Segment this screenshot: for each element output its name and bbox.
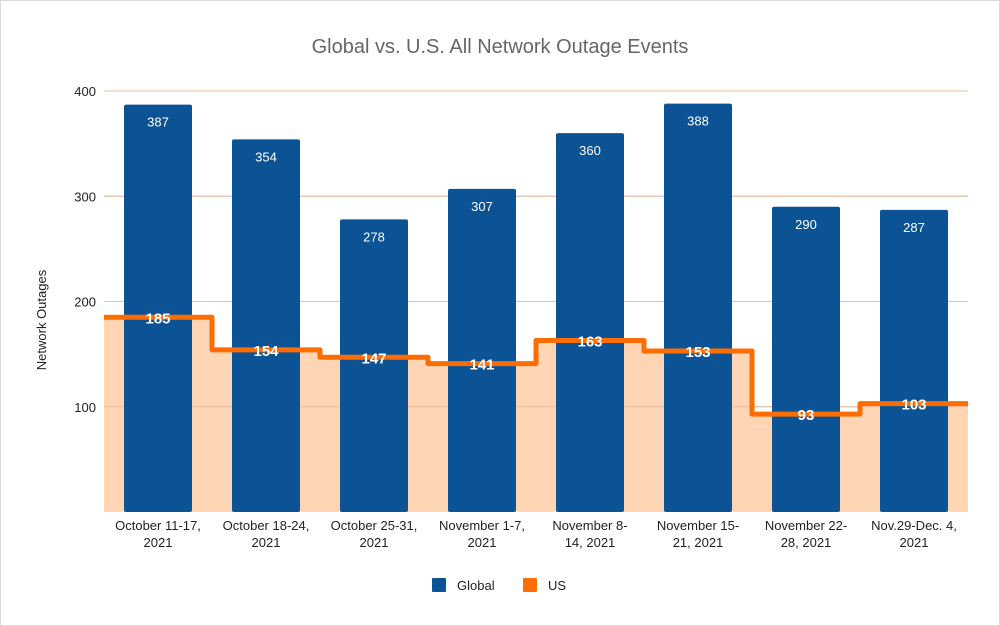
line-value-label: 93: [798, 407, 815, 424]
chart-title: Global vs. U.S. All Network Outage Event…: [312, 36, 689, 58]
x-category-label: November 1-7, 2021: [439, 518, 525, 550]
x-category-label-line: October 25-31,: [331, 518, 418, 533]
bar-value-label: 387: [147, 115, 169, 130]
bar-global: [556, 133, 624, 512]
y-ticks: 100 200 300 400: [74, 84, 96, 415]
x-category-label: November 15- 21, 2021: [657, 518, 739, 550]
legend-label-global: Global: [457, 578, 495, 593]
x-category-label-line: 2021: [900, 535, 929, 550]
y-tick-label: 300: [74, 189, 96, 204]
x-category-label-line: 28, 2021: [781, 535, 832, 550]
x-category-label: Nov.29-Dec. 4, 2021: [871, 518, 957, 550]
line-value-label: 103: [901, 397, 926, 414]
x-category-label-line: 2021: [144, 535, 173, 550]
x-category-label-line: 2021: [468, 535, 497, 550]
bar-value-label: 290: [795, 217, 817, 232]
x-category-label-line: November 8-: [552, 518, 627, 533]
bar-value-label: 278: [363, 229, 385, 244]
x-category-label-line: 2021: [360, 535, 389, 550]
bar-global: [124, 104, 192, 513]
x-category-label-line: November 22-: [765, 518, 847, 533]
line-value-label: 185: [145, 310, 170, 327]
data-labels: 387 354 278 307 360 388 290 287 185 154 147 141 163 1…: [145, 114, 926, 424]
us-step-line: [104, 314, 968, 417]
bar-value-label: 360: [579, 143, 601, 158]
global-bars: [124, 103, 948, 513]
bar-global: [772, 206, 840, 512]
line-value-label: 147: [361, 350, 386, 367]
x-category-label-line: 14, 2021: [565, 535, 616, 550]
x-category-label-line: October 18-24,: [223, 518, 310, 533]
bar-value-label: 354: [255, 149, 277, 164]
y-tick-label: 200: [74, 295, 96, 310]
line-value-label: 154: [253, 343, 279, 360]
bar-global: [880, 209, 948, 512]
legend: Global US: [432, 578, 566, 593]
y-tick-label: 100: [74, 400, 96, 415]
x-category-label: October 11-17, 2021: [115, 518, 201, 550]
bar-global: [448, 188, 516, 512]
x-category-label-line: November 1-7,: [439, 518, 525, 533]
x-category-label: October 18-24, 2021: [223, 518, 310, 550]
x-category-label-line: 21, 2021: [673, 535, 724, 550]
x-category-label: November 22- 28, 2021: [765, 518, 847, 550]
us-line: [104, 314, 968, 417]
line-value-label: 141: [469, 357, 494, 374]
bar-global: [232, 139, 300, 513]
line-value-label: 153: [685, 344, 710, 361]
legend-swatch-us: [523, 578, 537, 592]
x-category-label-line: Nov.29-Dec. 4,: [871, 518, 957, 533]
bar-value-label: 287: [903, 220, 925, 235]
legend-swatch-global: [432, 578, 446, 592]
x-category-label: October 25-31, 2021: [331, 518, 418, 550]
legend-label-us: US: [548, 578, 566, 593]
bar-global: [340, 219, 408, 512]
x-category-label-line: 2021: [252, 535, 281, 550]
bar-global: [664, 103, 732, 512]
bar-value-label: 307: [471, 199, 493, 214]
line-value-label: 163: [577, 333, 602, 350]
x-category-label-line: November 15-: [657, 518, 739, 533]
y-tick-label: 400: [74, 84, 96, 99]
x-category-label-line: October 11-17,: [115, 518, 201, 533]
y-axis-label: Network Outages: [34, 269, 49, 370]
x-category-label: November 8- 14, 2021: [552, 518, 627, 550]
bar-value-label: 388: [687, 114, 709, 129]
